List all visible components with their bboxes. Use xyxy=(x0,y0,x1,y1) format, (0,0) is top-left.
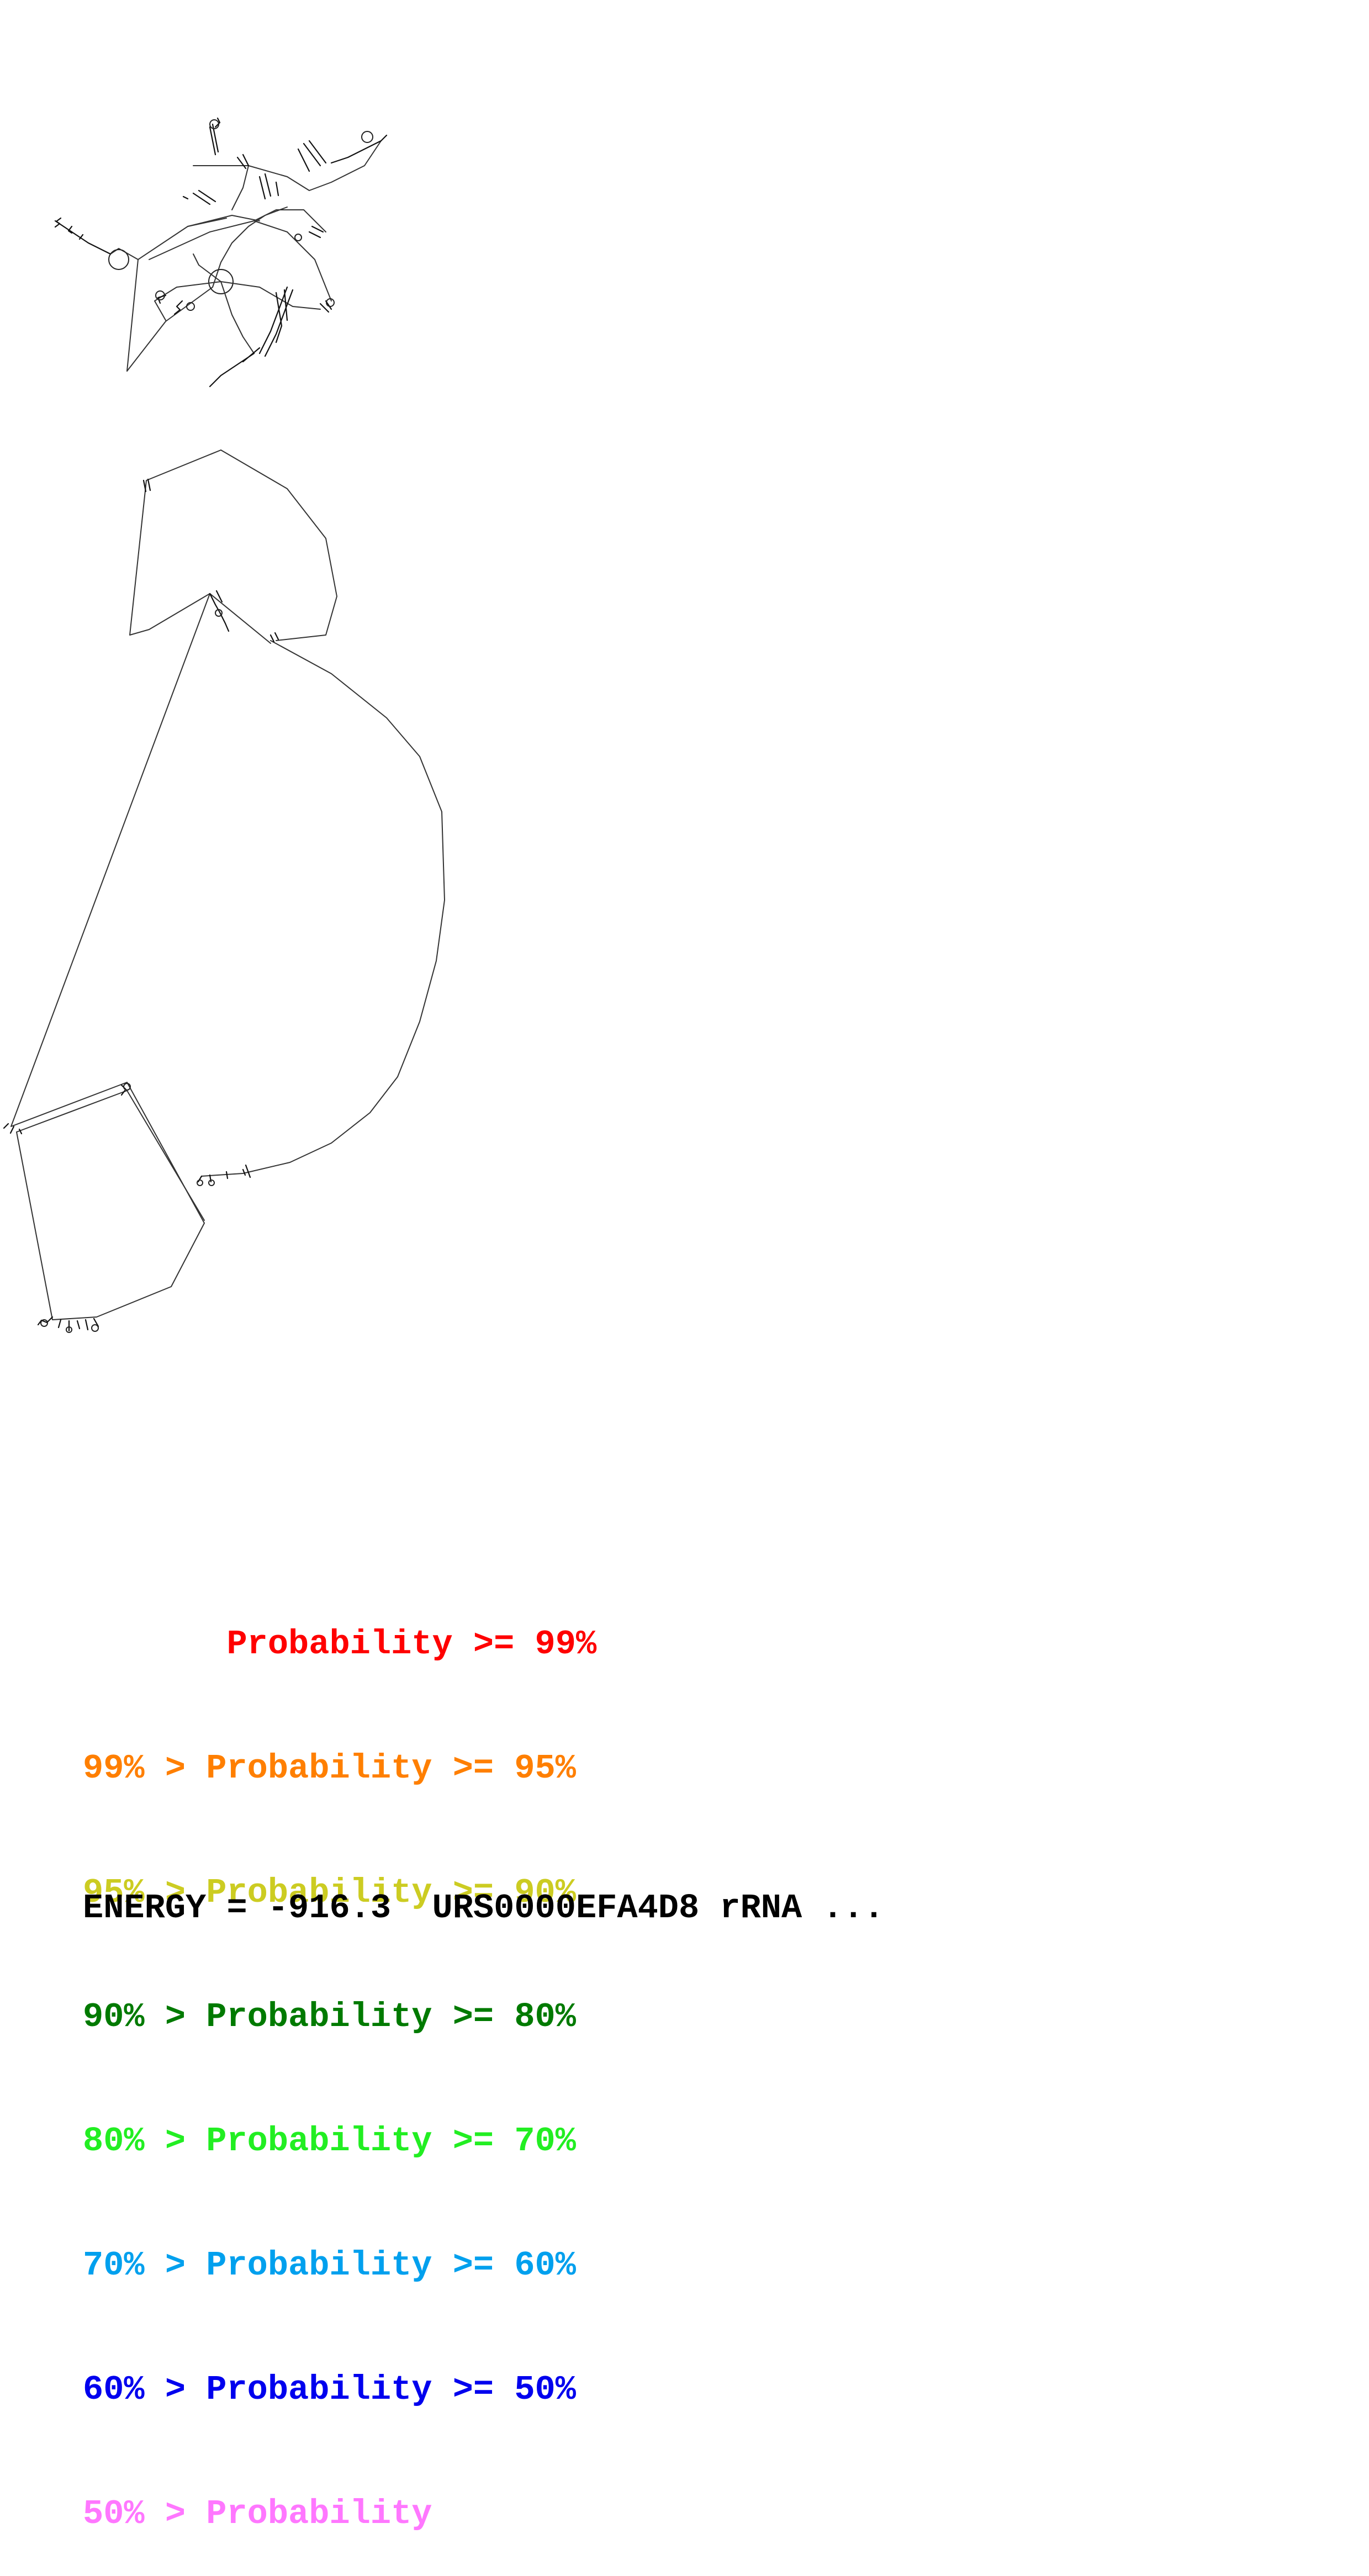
legend-item-60: 70% > Probability >= 60% xyxy=(83,2246,576,2285)
legend-item-90: 95% > Probability >= 90% xyxy=(83,1873,576,1912)
stem-upper-left xyxy=(54,215,260,372)
backbone xyxy=(10,207,445,1320)
legend-item-70: 80% > Probability >= 70% xyxy=(83,2122,576,2161)
right-branches xyxy=(258,225,335,357)
energy-label: ENERGY = -916.3 URS0000EFA4D8 rRNA ... xyxy=(83,1889,885,1928)
legend-item-99: Probability >= 99% xyxy=(83,1625,597,1664)
central-multiloop xyxy=(154,253,321,388)
middle-junction xyxy=(142,478,279,643)
rna-secondary-structure-diagram xyxy=(3,117,445,1333)
legend-item-below-50: 50% > Probability xyxy=(83,2494,432,2533)
probability-legend: Probability >= 99% 99% > Probability >= … xyxy=(83,1541,596,2576)
bottom-hairpins xyxy=(3,1083,251,1333)
legend-item-50: 60% > Probability >= 50% xyxy=(83,2370,576,2409)
legend-item-80: 90% > Probability >= 80% xyxy=(83,1997,576,2037)
top-branches xyxy=(149,117,388,301)
legend-item-95: 99% > Probability >= 95% xyxy=(83,1749,576,1788)
